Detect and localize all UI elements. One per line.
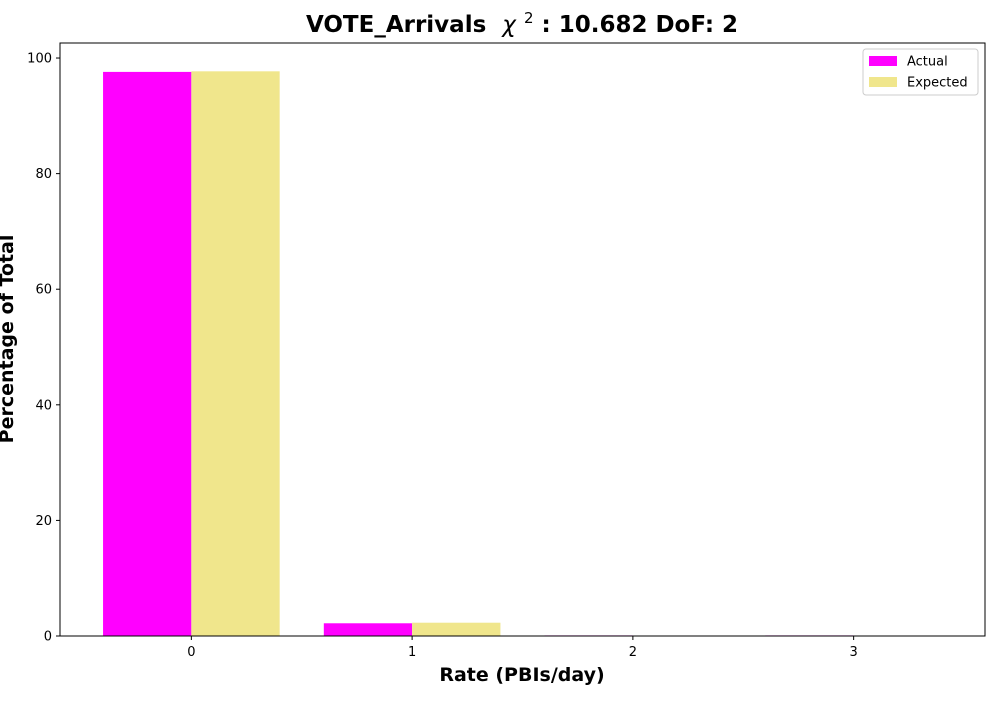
y-tick-label-0: 0 (44, 630, 52, 645)
x-tick-label-0: 0 (187, 645, 195, 660)
legend-swatch-actual (869, 56, 897, 66)
bar-expected-1 (412, 622, 501, 636)
legend-label-expected: Expected (907, 76, 968, 91)
y-tick-label-60: 60 (35, 283, 52, 298)
legend-label-actual: Actual (907, 55, 948, 70)
chart-title-symbol: χ (500, 12, 517, 38)
y-tick-label-40: 40 (35, 398, 52, 413)
plot-area: 0 20 40 60 80 100 0 1 2 3 (27, 42, 986, 660)
legend-swatch-expected (869, 77, 897, 87)
y-tick-label-20: 20 (35, 514, 52, 529)
x-tick-label-1: 1 (408, 645, 416, 660)
chart-title-prefix: VOTE_Arrivals (306, 12, 486, 38)
bar-actual-0 (103, 71, 192, 637)
chart-title-suffix: : 10.682 DoF: 2 (542, 12, 739, 38)
chart-title: VOTE_Arrivals χ 2 : 10.682 DoF: 2 (306, 3, 738, 38)
legend: Actual Expected (862, 48, 979, 96)
plot-frame (59, 42, 986, 637)
bar-actual-1 (323, 623, 413, 636)
x-tick-label-2: 2 (629, 645, 637, 660)
y-axis-title: Percentage of Total (0, 235, 18, 444)
y-tick-label-80: 80 (35, 167, 52, 182)
bar-expected-0 (191, 71, 280, 636)
x-tick-label-3: 3 (850, 645, 858, 660)
chart-title-superscript: 2 (524, 9, 534, 27)
y-tick-label-100: 100 (27, 52, 52, 67)
x-axis-title: Rate (PBIs/day) (439, 664, 604, 686)
